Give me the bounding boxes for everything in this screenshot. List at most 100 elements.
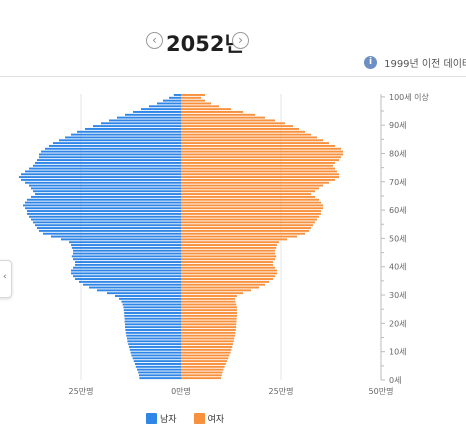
bar-male bbox=[139, 374, 181, 377]
bar-female bbox=[181, 187, 319, 190]
bar-male bbox=[75, 278, 181, 280]
bar-female bbox=[181, 161, 335, 164]
bar-male bbox=[73, 258, 181, 261]
data-notice[interactable]: i 1999년 이전 데이터는 bbox=[364, 52, 466, 70]
bar-male bbox=[39, 229, 181, 232]
bar-male bbox=[35, 224, 181, 227]
bar-male bbox=[71, 255, 181, 258]
bar-female bbox=[181, 204, 323, 207]
year-navigator: ‹ 2052년 › bbox=[0, 28, 400, 56]
x-tick-label: 0만명 bbox=[171, 386, 191, 396]
bar-female bbox=[181, 127, 299, 130]
bar-female bbox=[181, 181, 329, 184]
bar-female bbox=[181, 110, 243, 113]
bar-male bbox=[135, 365, 181, 368]
bar-female bbox=[181, 312, 237, 314]
next-year-button[interactable]: › bbox=[232, 32, 249, 49]
bar-male bbox=[31, 187, 181, 190]
bar-female bbox=[181, 266, 275, 269]
legend-item-male[interactable]: 남자 bbox=[146, 408, 177, 427]
bar-female bbox=[181, 343, 233, 346]
bar-female bbox=[181, 252, 275, 255]
bar-male bbox=[89, 286, 181, 289]
bar-male bbox=[45, 147, 181, 150]
bar-male bbox=[109, 119, 181, 122]
bar-female bbox=[181, 354, 230, 357]
bar-female bbox=[181, 351, 231, 354]
bar-male bbox=[31, 195, 181, 198]
bar-male bbox=[21, 178, 181, 181]
legend-item-female[interactable]: 여자 bbox=[193, 408, 225, 427]
bar-female bbox=[181, 122, 285, 125]
bar-female bbox=[181, 297, 235, 300]
bar-layer bbox=[19, 94, 343, 380]
bar-female bbox=[181, 193, 311, 196]
bar-male bbox=[133, 360, 181, 363]
bar-female bbox=[181, 96, 201, 99]
bar-female bbox=[181, 368, 224, 371]
bar-male bbox=[75, 263, 181, 266]
bar-male bbox=[35, 193, 181, 196]
age-tick-label: 30세 bbox=[389, 291, 407, 300]
bar-female bbox=[181, 306, 237, 309]
bar-female bbox=[181, 357, 229, 360]
x-tick-label: 25만명 bbox=[69, 386, 94, 396]
bar-female bbox=[181, 136, 317, 139]
bar-female bbox=[181, 167, 335, 170]
bar-male bbox=[173, 94, 181, 96]
legend-swatch-male bbox=[146, 413, 157, 424]
bar-male bbox=[33, 221, 181, 224]
age-tick-label: 90세 bbox=[389, 121, 407, 130]
bar-male bbox=[29, 167, 181, 170]
chevron-left-small-icon: ‹ bbox=[3, 272, 7, 282]
bar-male bbox=[93, 125, 181, 128]
bar-female bbox=[181, 221, 315, 224]
info-icon: i bbox=[364, 56, 377, 69]
legend-label-female: 여자 bbox=[207, 415, 225, 425]
bar-male bbox=[121, 300, 181, 303]
bar-female bbox=[181, 346, 233, 348]
bar-male bbox=[124, 312, 181, 314]
bar-male bbox=[69, 241, 181, 244]
side-panel-toggle[interactable]: ‹ bbox=[0, 260, 12, 298]
bar-female bbox=[181, 244, 277, 247]
bar-male bbox=[27, 210, 181, 213]
bar-male bbox=[29, 215, 181, 218]
bar-male bbox=[71, 269, 181, 272]
bar-male bbox=[39, 156, 181, 159]
bar-male bbox=[107, 292, 181, 295]
bar-female bbox=[181, 329, 236, 331]
bar-female bbox=[181, 348, 232, 351]
bar-male bbox=[41, 150, 181, 153]
bar-male bbox=[138, 371, 181, 374]
bar-male bbox=[115, 295, 181, 297]
bar-female bbox=[181, 263, 273, 266]
chevron-right-icon: › bbox=[238, 33, 243, 47]
bar-female bbox=[181, 218, 317, 221]
bar-male bbox=[37, 159, 181, 162]
bar-female bbox=[181, 184, 323, 187]
bar-male bbox=[19, 176, 181, 179]
bar-female bbox=[181, 309, 237, 312]
bar-male bbox=[124, 320, 181, 323]
bar-female bbox=[181, 116, 265, 119]
bar-male bbox=[141, 108, 181, 111]
bar-female bbox=[181, 323, 237, 326]
bar-male bbox=[101, 122, 181, 125]
bar-female bbox=[181, 340, 234, 343]
age-tick-label: 50세 bbox=[389, 234, 407, 243]
bar-female bbox=[181, 119, 275, 122]
bar-female bbox=[181, 99, 205, 102]
bar-female bbox=[181, 314, 237, 317]
bar-male bbox=[39, 153, 181, 156]
bar-male bbox=[73, 252, 181, 255]
bar-female bbox=[181, 229, 309, 232]
age-tick-label: 80세 bbox=[389, 149, 407, 158]
prev-year-button[interactable]: ‹ bbox=[146, 32, 163, 49]
bar-male bbox=[73, 266, 181, 269]
bar-male bbox=[124, 317, 181, 320]
bar-female bbox=[181, 94, 205, 96]
bar-male bbox=[51, 235, 181, 238]
